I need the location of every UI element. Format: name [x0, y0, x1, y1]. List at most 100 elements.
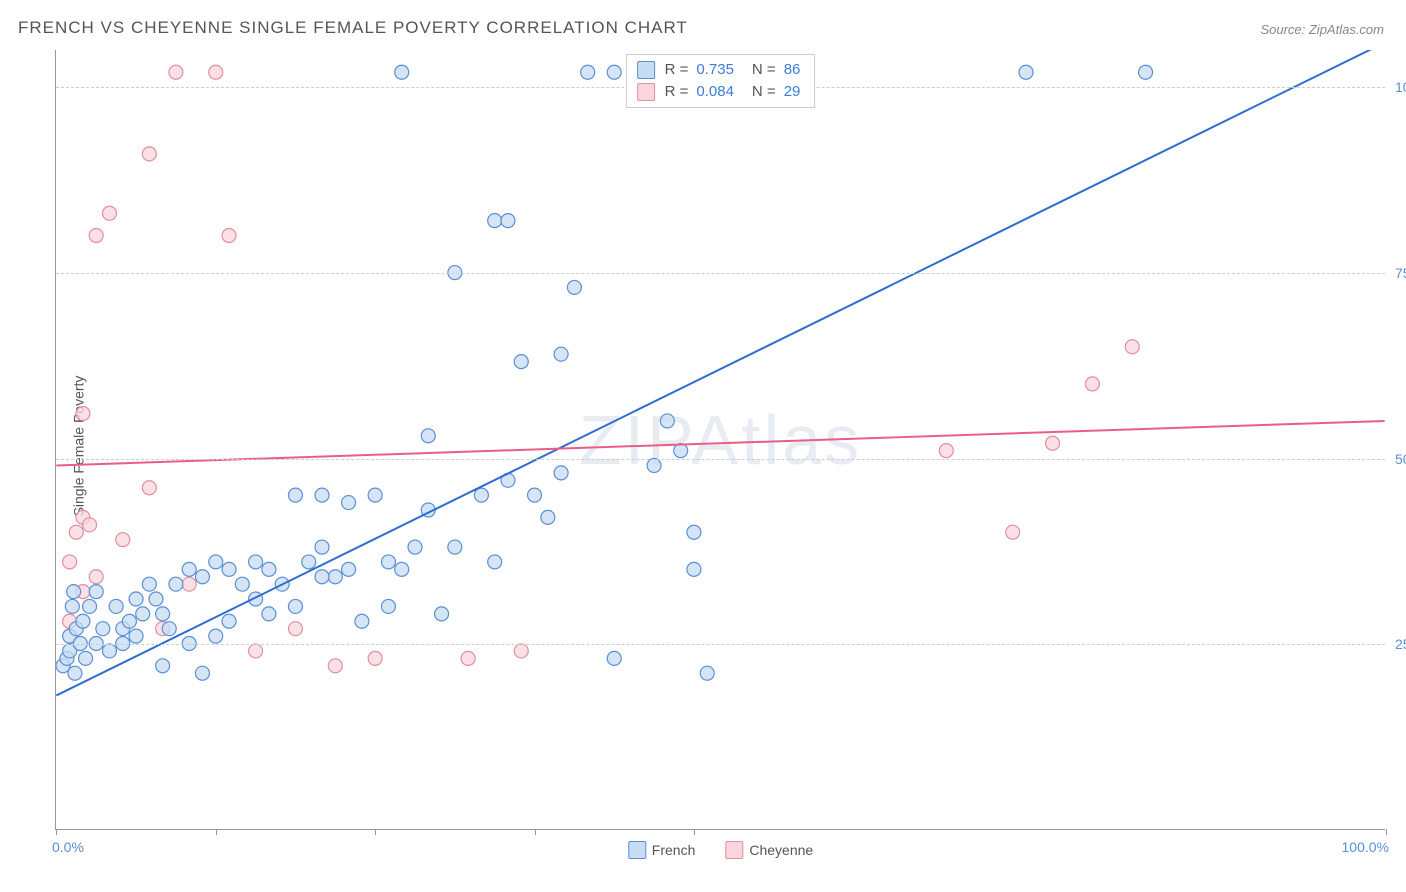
source-attribution: Source: ZipAtlas.com — [1260, 22, 1384, 37]
n-label: N = — [752, 81, 776, 103]
stats-row-french: R = 0.735 N = 86 — [637, 59, 801, 81]
plot-area: ZIPAtlas 25.0%50.0%75.0%100.0% 0.0% 100.… — [55, 50, 1385, 830]
data-point — [302, 555, 316, 569]
data-point — [235, 577, 249, 591]
y-axis-tick: 100.0% — [1395, 79, 1406, 95]
data-point — [195, 570, 209, 584]
chart-title: FRENCH VS CHEYENNE SINGLE FEMALE POVERTY… — [18, 18, 688, 38]
data-point — [461, 651, 475, 665]
data-point — [328, 570, 342, 584]
data-point — [67, 585, 81, 599]
x-axis-tick-max: 100.0% — [1342, 839, 1389, 855]
data-point — [567, 280, 581, 294]
data-point — [687, 562, 701, 576]
x-axis-tick-mark — [694, 829, 695, 835]
legend-item-french: French — [628, 841, 696, 859]
data-point — [355, 614, 369, 628]
data-point — [1006, 525, 1020, 539]
data-point — [368, 488, 382, 502]
data-point — [381, 599, 395, 613]
data-point — [83, 518, 97, 532]
data-point — [76, 614, 90, 628]
data-point — [514, 355, 528, 369]
data-point — [122, 614, 136, 628]
data-point — [169, 577, 183, 591]
source-name: ZipAtlas.com — [1309, 22, 1384, 37]
data-point — [408, 540, 422, 554]
data-point — [162, 622, 176, 636]
x-axis-tick-mark — [56, 829, 57, 835]
data-point — [581, 65, 595, 79]
data-point — [315, 488, 329, 502]
legend-item-cheyenne: Cheyenne — [725, 841, 813, 859]
data-point — [514, 644, 528, 658]
data-point — [149, 592, 163, 606]
data-point — [96, 622, 110, 636]
data-point — [554, 347, 568, 361]
data-point — [182, 562, 196, 576]
swatch-cheyenne-icon — [637, 83, 655, 101]
data-point — [209, 65, 223, 79]
n-label: N = — [752, 59, 776, 81]
data-point — [109, 599, 123, 613]
data-point — [89, 228, 103, 242]
data-point — [169, 65, 183, 79]
data-point — [607, 65, 621, 79]
data-point — [700, 666, 714, 680]
data-point — [528, 488, 542, 502]
data-point — [65, 599, 79, 613]
data-point — [1085, 377, 1099, 391]
data-point — [102, 206, 116, 220]
data-point — [328, 659, 342, 673]
swatch-french-icon — [637, 61, 655, 79]
data-point — [488, 214, 502, 228]
data-point — [102, 644, 116, 658]
data-point — [142, 481, 156, 495]
data-point — [660, 414, 674, 428]
data-point — [76, 407, 90, 421]
x-axis-tick-mark — [375, 829, 376, 835]
data-point — [83, 599, 97, 613]
data-point — [554, 466, 568, 480]
data-point — [129, 629, 143, 643]
data-point — [687, 525, 701, 539]
data-point — [395, 562, 409, 576]
data-point — [222, 614, 236, 628]
data-point — [421, 429, 435, 443]
legend-label-french: French — [652, 842, 696, 858]
data-point — [142, 577, 156, 591]
legend-label-cheyenne: Cheyenne — [749, 842, 813, 858]
x-axis-tick-mark — [535, 829, 536, 835]
y-axis-tick: 25.0% — [1395, 636, 1406, 652]
data-point — [288, 599, 302, 613]
y-axis-tick: 50.0% — [1395, 451, 1406, 467]
data-point — [939, 444, 953, 458]
data-point — [368, 651, 382, 665]
data-point — [395, 65, 409, 79]
stats-legend: R = 0.735 N = 86 R = 0.084 N = 29 — [626, 54, 816, 108]
data-point — [262, 562, 276, 576]
data-point — [129, 592, 143, 606]
gridline — [56, 459, 1385, 460]
data-point — [142, 147, 156, 161]
data-point — [315, 570, 329, 584]
data-point — [448, 540, 462, 554]
data-point — [674, 444, 688, 458]
data-point — [607, 651, 621, 665]
bottom-legend: French Cheyenne — [628, 841, 813, 859]
gridline — [56, 644, 1385, 645]
data-point — [262, 607, 276, 621]
data-point — [501, 214, 515, 228]
data-point — [63, 555, 77, 569]
data-point — [488, 555, 502, 569]
r-value-cheyenne: 0.084 — [696, 81, 734, 103]
y-axis-tick: 75.0% — [1395, 265, 1406, 281]
data-point — [89, 585, 103, 599]
data-point — [136, 607, 150, 621]
data-point — [222, 228, 236, 242]
data-point — [1046, 436, 1060, 450]
data-point — [209, 555, 223, 569]
n-value-french: 86 — [784, 59, 801, 81]
data-point — [69, 525, 83, 539]
data-point — [195, 666, 209, 680]
